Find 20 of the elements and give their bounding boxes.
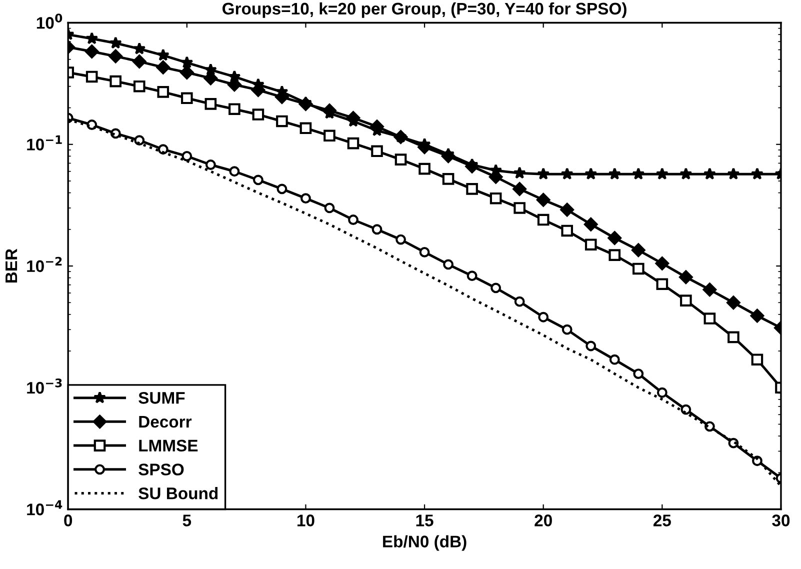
x-tick-label: 30 — [772, 514, 790, 526]
legend-label: Decorr — [139, 416, 192, 428]
x-axis-title: Eb/N0 (dB) — [383, 535, 466, 551]
x-tick-label: 10 — [297, 514, 314, 526]
x-tick-label: 15 — [416, 514, 434, 526]
legend-label: SUMF — [138, 392, 185, 404]
y-tick-label: 10$^{−3}$ — [27, 378, 62, 394]
y-axis-title: BER — [6, 248, 18, 282]
x-tick-label: 25 — [653, 514, 671, 526]
legend-label: SPSO — [138, 464, 184, 476]
legend-label: LMMSE — [139, 440, 198, 452]
y-tick-label: 10$^{−2}$ — [27, 256, 62, 272]
chart-title: Groups=10, k=20 per Group, (P=30, Y=40 for SPSO) — [222, 2, 626, 18]
y-tick-label: 10$^{−4}$ — [27, 500, 62, 516]
legend-label: SU Bound — [138, 487, 218, 500]
x-tick-label: 0 — [64, 514, 72, 526]
y-tick-label: 10$^{−1}$ — [27, 135, 62, 150]
y-tick-label: 10$^{0}$ — [36, 14, 62, 29]
x-tick-label: 5 — [182, 514, 192, 526]
x-tick-label: 20 — [534, 514, 552, 526]
